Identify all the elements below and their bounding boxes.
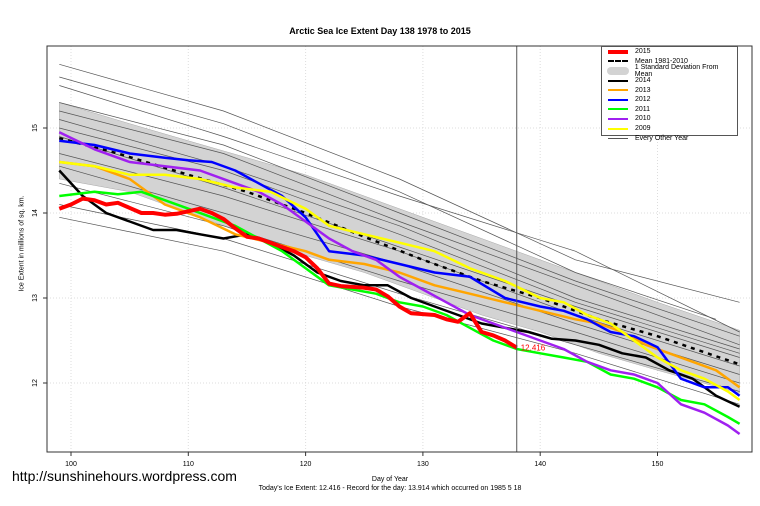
other-year-line: [59, 119, 740, 350]
legend-label: 2015: [635, 48, 651, 56]
x-axis-label: Day of Year: [371, 476, 409, 483]
legend-key: [606, 105, 630, 114]
x-tick-label: 140: [534, 461, 546, 468]
y-tick-label: 13: [32, 294, 39, 302]
legend-label: 2013: [635, 86, 651, 94]
legend: 2015 Mean 1981-2010 1 Standard Deviation…: [601, 46, 738, 142]
legend-item: Mean 1981-2010: [602, 57, 737, 67]
other-year-line: [59, 76, 717, 320]
chart-subtitle: Today's Ice Extent: 12.416 - Record for …: [258, 485, 522, 492]
other-year-line: [59, 136, 740, 358]
y-tick-label: 12: [32, 379, 39, 387]
legend-item: 2010: [602, 114, 737, 124]
x-tick-label: 120: [300, 461, 312, 468]
legend-label: Every Other Year: [635, 134, 689, 142]
other-year-line: [59, 110, 740, 346]
other-year-line: [59, 182, 740, 384]
legend-key: [606, 134, 630, 143]
series-line-2012: [59, 139, 741, 397]
y-tick-label: 15: [32, 124, 39, 132]
legend-key: [606, 57, 630, 66]
series-line-2009: [59, 160, 741, 402]
x-tick-label: 100: [65, 461, 77, 468]
sd-band: [59, 102, 740, 394]
legend-key: [606, 95, 630, 104]
legend-label: 2009: [635, 125, 651, 133]
legend-item: 2015: [602, 47, 737, 57]
legend-item: 2009: [602, 124, 737, 134]
other-year-line: [59, 85, 740, 333]
y-tick-label: 14: [32, 209, 39, 217]
legend-item: 2012: [602, 95, 737, 105]
x-tick-label: 150: [652, 461, 664, 468]
legend-key: [606, 114, 630, 123]
chart-title: Arctic Sea Ice Extent Day 138 1978 to 20…: [289, 26, 471, 36]
series-line-2015: [58, 196, 518, 350]
legend-item: 2011: [602, 105, 737, 115]
other-year-line: [59, 153, 740, 367]
other-year-line: [59, 127, 740, 354]
legend-key: [606, 47, 630, 56]
series-line-2014: [58, 169, 741, 408]
other-year-line: [59, 102, 740, 337]
legend-label: 2011: [635, 105, 651, 113]
legend-label: 2010: [635, 115, 651, 123]
current-value-label: 12.416: [521, 344, 546, 353]
legend-item: 2014: [602, 76, 737, 86]
watermark-url: http://sunshinehours.wordpress.com: [12, 468, 237, 484]
other-year-line: [59, 204, 740, 392]
legend-label: 1 Standard Deviation From Mean: [634, 63, 719, 78]
legend-label: Mean 1981-2010: [635, 57, 688, 65]
legend-item: 2013: [602, 85, 737, 95]
x-tick-label: 130: [417, 461, 429, 468]
legend-key: [606, 124, 630, 133]
legend-key: [606, 86, 630, 95]
x-tick-label: 110: [183, 461, 194, 468]
series-line-2011: [59, 190, 741, 425]
other-year-line: [59, 63, 740, 303]
y-axis-label: Ice Extent in millions of sq. km.: [18, 195, 26, 292]
legend-item: 1 Standard Deviation From Mean: [602, 63, 737, 78]
legend-key: [606, 76, 630, 85]
legend-key: [606, 66, 630, 75]
legend-item: Every Other Year: [602, 133, 737, 143]
legend-label: 2012: [635, 96, 651, 104]
series-line-2010: [58, 131, 741, 436]
plot-border: [46, 45, 753, 453]
legend-label: 2014: [635, 77, 651, 85]
